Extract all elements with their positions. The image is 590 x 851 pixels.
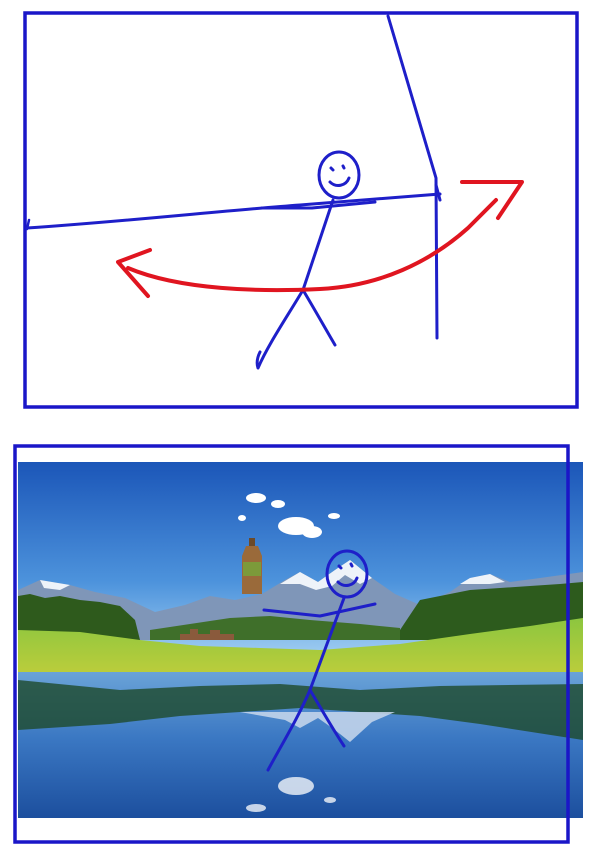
village [180,629,234,640]
bottle-icon [242,538,262,594]
arrow-shaft [126,198,498,293]
stick-figure-head [317,150,361,200]
top-sketch-panel [23,11,579,409]
arrow-head-left [116,248,152,298]
stick-figure-icon [255,150,377,370]
stick-figure-body [301,198,335,292]
stick-figure-leg-right [308,688,346,748]
stick-figure-icon [262,549,377,772]
lake-mountain-reflection [240,712,395,742]
stick-figure-leg-left [266,688,312,772]
cloud-reflections [246,777,336,812]
horizontal-line-end-tick [25,218,31,231]
horizontal-line-right-tick [434,183,442,202]
bottom-photo-panel [13,444,583,844]
stick-figure-arms [260,200,377,210]
arrow-head-right [460,180,524,220]
stick-figure-face [328,164,351,187]
stick-figure-leg-left [255,288,305,370]
vertical-pole-line [386,14,439,340]
landscape-photo [18,462,583,818]
stick-figure-arms [262,602,377,618]
bottom-frame [13,444,570,844]
stick-figure-face [336,562,359,587]
stick-figure-leg-right [301,288,337,347]
clouds [238,493,340,538]
lake-forest-reflection [18,680,583,740]
double-headed-arrow-icon [116,180,524,298]
left-forest [18,594,140,640]
horizontal-line [25,192,442,230]
stick-figure-body [308,596,346,692]
top-frame [23,11,579,409]
stick-figure-head [325,549,369,599]
